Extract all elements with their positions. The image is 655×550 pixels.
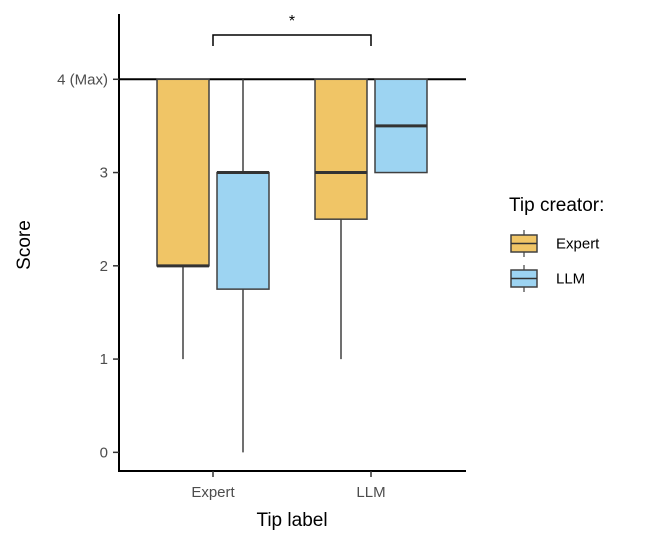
legend-label-expert: Expert: [556, 236, 600, 253]
y-tick-label: 2: [100, 258, 108, 275]
x-tick-label: LLM: [356, 484, 385, 501]
y-tick-label: 3: [100, 165, 108, 182]
y-tick-label: 1: [100, 351, 108, 368]
whiskers-group: [182, 79, 402, 453]
medians-group: [157, 124, 427, 268]
y-tick-label: 4 (Max): [57, 71, 108, 88]
box-expert-llm: [314, 78, 368, 220]
x-tick-label: Expert: [191, 484, 235, 501]
x-axis-title: Tip label: [256, 510, 327, 531]
y-ticks-group: 0 1 2 3 4 (Max): [57, 71, 119, 461]
significance-group: *: [212, 13, 372, 46]
box-expert-expert: [156, 78, 210, 267]
x-ticks-group: Expert LLM: [191, 471, 386, 501]
significance-label: *: [289, 13, 295, 30]
boxes-group: [156, 78, 428, 290]
box-llm-expert: [216, 171, 270, 290]
legend-title: Tip creator:: [509, 195, 604, 216]
axes-group: [118, 14, 466, 472]
y-axis-title: Score: [14, 220, 35, 270]
significance-bracket: [212, 34, 372, 46]
y-tick-label: 0: [100, 444, 108, 461]
legend: Tip creator: Expert LLM: [509, 195, 604, 292]
legend-label-llm: LLM: [556, 271, 585, 288]
